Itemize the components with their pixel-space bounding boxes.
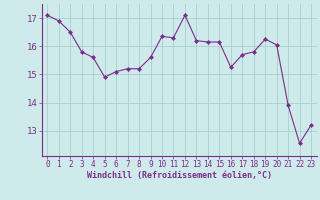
X-axis label: Windchill (Refroidissement éolien,°C): Windchill (Refroidissement éolien,°C) [87,171,272,180]
